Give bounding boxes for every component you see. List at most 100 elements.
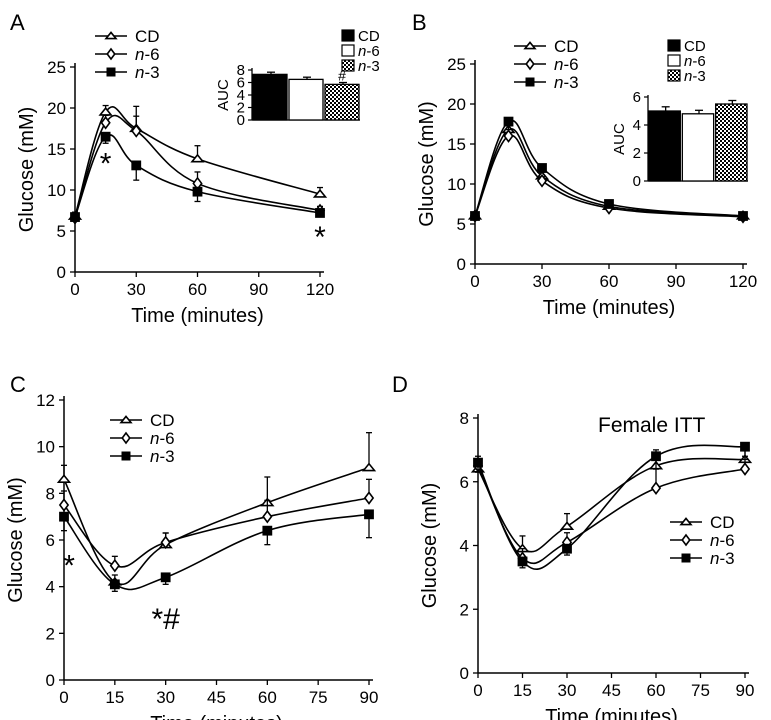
- legend-label: n-6: [135, 45, 160, 64]
- data-point: [470, 211, 480, 221]
- inset-legend-swatch: [667, 54, 681, 67]
- legend-marker: [106, 67, 116, 77]
- data-point: [517, 556, 528, 567]
- inset-bar-n-6: [681, 113, 715, 182]
- y-tick-label: 10: [47, 181, 66, 200]
- y-tick-label: 4: [460, 537, 469, 556]
- data-point: [312, 188, 328, 198]
- y-tick-label: 6: [46, 531, 55, 550]
- legend-marker: [106, 47, 116, 61]
- data-point: [537, 163, 547, 173]
- legend-label: n-3: [135, 63, 160, 82]
- x-tick-label: 15: [513, 681, 532, 700]
- y-tick-label: 5: [57, 222, 66, 241]
- y-tick-label: 8: [460, 409, 469, 428]
- y-tick-label: 10: [36, 438, 55, 457]
- legend-label: CD: [135, 27, 160, 46]
- inset-y-tick-label: 6: [237, 75, 245, 92]
- legend-label: CD: [554, 37, 579, 56]
- data-point: [364, 509, 374, 520]
- x-axis-label: Time (minutes): [543, 297, 676, 319]
- legend: CDn-6n-3: [95, 27, 160, 82]
- data-point: [160, 572, 171, 583]
- x-axis-label: Time (minutes): [545, 706, 678, 720]
- x-tick-label: 90: [360, 688, 379, 707]
- y-tick-label: 20: [447, 95, 466, 114]
- inset-y-tick-label: 4: [633, 117, 641, 134]
- series-n-3: [70, 131, 325, 222]
- y-tick-label: 0: [460, 664, 469, 683]
- data-point: [131, 124, 142, 138]
- x-tick-label: 120: [729, 272, 757, 291]
- series-n-3: [59, 509, 374, 592]
- inset-legend-swatch: [667, 69, 681, 82]
- x-tick-label: 0: [70, 280, 79, 299]
- inset-bar-cd: [252, 73, 288, 121]
- legend-marker: [121, 451, 131, 461]
- data-point: [70, 212, 80, 222]
- x-tick-label: 60: [188, 280, 207, 299]
- inset-y-tick-label: 0: [633, 173, 641, 190]
- significance-mark: *: [314, 221, 326, 254]
- legend-marker: [681, 553, 691, 563]
- y-tick-label: 15: [47, 140, 66, 159]
- x-tick-label: 90: [249, 280, 268, 299]
- legend-label: CD: [710, 513, 735, 532]
- y-tick-label: 0: [57, 263, 66, 282]
- data-point: [262, 509, 273, 524]
- x-tick-label: 75: [691, 681, 710, 700]
- inset-y-label: AUC: [611, 123, 628, 155]
- series-cd: [56, 432, 377, 586]
- x-tick-label: 15: [105, 688, 124, 707]
- data-point: [100, 131, 111, 142]
- inset-significance-mark: #: [338, 68, 346, 84]
- x-tick-label: 30: [558, 681, 577, 700]
- data-point: [559, 521, 575, 531]
- data-point: [100, 115, 111, 130]
- inset-legend-label: n-6: [358, 43, 380, 60]
- series-line: [74, 114, 321, 219]
- x-tick-label: 0: [59, 688, 68, 707]
- inset-auc-chart: 0 2 4 6 AUC CDn-6n-3: [611, 38, 748, 190]
- inset-legend-label: n-3: [684, 68, 706, 85]
- data-point: [190, 153, 205, 163]
- significance-mark: *#: [151, 603, 180, 636]
- data-point: [109, 558, 120, 573]
- series-line: [63, 466, 370, 585]
- y-tick-label: 0: [457, 255, 466, 274]
- inset-legend-swatch: [341, 59, 355, 72]
- legend-label: n-6: [150, 429, 175, 448]
- panel-d: D 0 2 4 6 8 0 15 30 45 60 75 90 Time (minutes) Glucose…: [392, 372, 754, 720]
- legend: CDn-6n-3: [670, 513, 735, 568]
- inset-y-tick-label: 8: [237, 62, 245, 79]
- inset-y-tick-label: 2: [237, 100, 245, 117]
- data-point: [262, 525, 273, 536]
- data-point: [192, 186, 203, 197]
- x-tick-label: 90: [736, 681, 755, 700]
- x-tick-label: 60: [600, 272, 619, 291]
- data-point: [738, 211, 748, 221]
- data-point: [363, 491, 375, 505]
- legend-label: n-3: [710, 549, 735, 568]
- x-tick-label: 60: [258, 688, 277, 707]
- inset-bar-n-6: [288, 78, 324, 121]
- x-tick-label: 0: [473, 681, 482, 700]
- panel-title: Female ITT: [598, 414, 706, 437]
- legend-marker: [119, 415, 133, 424]
- data-point: [604, 199, 614, 209]
- inset-legend-label: CD: [684, 38, 706, 55]
- y-tick-label: 12: [36, 391, 55, 410]
- inset-y-label: AUC: [215, 79, 232, 111]
- x-tick-label: 30: [156, 688, 175, 707]
- y-tick-label: 10: [447, 175, 466, 194]
- legend-label: n-3: [150, 447, 175, 466]
- x-tick-label: 30: [533, 272, 552, 291]
- data-point: [98, 106, 113, 116]
- legend-label: n-6: [710, 531, 735, 550]
- inset-bar-n-3: [324, 83, 360, 121]
- panel-letter: D: [392, 372, 408, 397]
- legend-label: n-3: [554, 73, 579, 92]
- series-line: [63, 497, 370, 568]
- x-tick-label: 30: [127, 280, 146, 299]
- x-axis-label: Time (minutes): [131, 305, 264, 327]
